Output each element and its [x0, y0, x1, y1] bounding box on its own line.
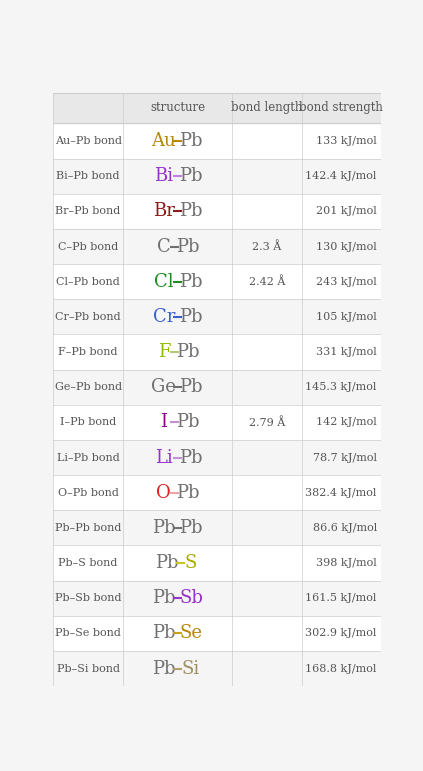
Text: Pb: Pb	[179, 167, 203, 185]
Bar	[53, 335, 381, 369]
Text: bond length: bond length	[231, 102, 302, 114]
Text: Pb: Pb	[179, 519, 203, 537]
Text: Pb: Pb	[152, 660, 176, 678]
Text: F–Pb bond: F–Pb bond	[58, 347, 118, 357]
Text: 130 kJ/mol: 130 kJ/mol	[316, 241, 377, 251]
Text: Bi: Bi	[154, 167, 173, 185]
Text: Pb: Pb	[155, 554, 179, 572]
Text: Sb: Sb	[179, 589, 203, 608]
Text: Pb: Pb	[179, 132, 203, 150]
Text: Cr: Cr	[153, 308, 175, 326]
Text: 331 kJ/mol: 331 kJ/mol	[316, 347, 377, 357]
Text: Ge: Ge	[151, 379, 176, 396]
Text: C: C	[157, 237, 171, 255]
Text: 78.7 kJ/mol: 78.7 kJ/mol	[313, 453, 377, 463]
Text: Li–Pb bond: Li–Pb bond	[57, 453, 119, 463]
Text: Au: Au	[151, 132, 176, 150]
Text: 142.4 kJ/mol: 142.4 kJ/mol	[305, 171, 377, 181]
Bar	[53, 299, 381, 335]
Text: 105 kJ/mol: 105 kJ/mol	[316, 311, 377, 322]
Text: Li: Li	[155, 449, 173, 466]
Text: 133 kJ/mol: 133 kJ/mol	[316, 136, 377, 146]
Text: Pb–Si bond: Pb–Si bond	[57, 664, 120, 674]
Text: Pb: Pb	[176, 237, 200, 255]
Text: 302.9 kJ/mol: 302.9 kJ/mol	[305, 628, 377, 638]
Bar	[53, 510, 381, 546]
Text: Se: Se	[179, 625, 203, 642]
Text: 2.42 Å: 2.42 Å	[249, 276, 285, 287]
Text: Pb: Pb	[176, 483, 200, 502]
Bar	[53, 159, 381, 194]
Bar	[53, 93, 381, 123]
Text: I: I	[160, 413, 168, 432]
Bar	[53, 369, 381, 405]
Text: Au–Pb bond: Au–Pb bond	[55, 136, 122, 146]
Bar	[53, 616, 381, 651]
Text: Pb: Pb	[179, 202, 203, 221]
Text: 161.5 kJ/mol: 161.5 kJ/mol	[305, 593, 377, 603]
Bar	[53, 405, 381, 440]
Text: Pb: Pb	[179, 273, 203, 291]
Text: Ge–Pb bond: Ge–Pb bond	[55, 382, 122, 392]
Bar	[53, 264, 381, 299]
Text: Pb: Pb	[176, 413, 200, 432]
Text: Br: Br	[153, 202, 175, 221]
Bar	[53, 194, 381, 229]
Text: F: F	[158, 343, 170, 361]
Bar	[53, 475, 381, 510]
Text: 2.3 Å: 2.3 Å	[252, 241, 281, 252]
Text: Pb: Pb	[152, 589, 176, 608]
Text: 2.79 Å: 2.79 Å	[249, 417, 285, 428]
Text: Pb: Pb	[152, 519, 176, 537]
Bar	[53, 546, 381, 581]
Bar	[53, 651, 381, 686]
Bar	[53, 581, 381, 616]
Text: O–Pb bond: O–Pb bond	[58, 488, 118, 498]
Text: Pb: Pb	[179, 449, 203, 466]
Text: Pb–Sb bond: Pb–Sb bond	[55, 593, 121, 603]
Text: Pb: Pb	[179, 379, 203, 396]
Text: structure: structure	[150, 102, 205, 114]
Text: 142 kJ/mol: 142 kJ/mol	[316, 417, 377, 427]
Text: Pb: Pb	[152, 625, 176, 642]
Text: 145.3 kJ/mol: 145.3 kJ/mol	[305, 382, 377, 392]
Text: 243 kJ/mol: 243 kJ/mol	[316, 277, 377, 287]
Text: Pb: Pb	[176, 343, 200, 361]
Text: Bi–Pb bond: Bi–Pb bond	[56, 171, 120, 181]
Text: S: S	[185, 554, 197, 572]
Text: Cl–Pb bond: Cl–Pb bond	[56, 277, 120, 287]
Text: Pb–S bond: Pb–S bond	[58, 558, 118, 568]
Text: 382.4 kJ/mol: 382.4 kJ/mol	[305, 488, 377, 498]
Text: 201 kJ/mol: 201 kJ/mol	[316, 207, 377, 217]
Text: 398 kJ/mol: 398 kJ/mol	[316, 558, 377, 568]
Text: Pb–Pb bond: Pb–Pb bond	[55, 523, 121, 533]
Text: Br–Pb bond: Br–Pb bond	[55, 207, 121, 217]
Bar	[53, 123, 381, 159]
Text: I–Pb bond: I–Pb bond	[60, 417, 116, 427]
Text: O: O	[157, 483, 171, 502]
Text: Cl: Cl	[154, 273, 174, 291]
Text: Pb–Se bond: Pb–Se bond	[55, 628, 121, 638]
Text: Si: Si	[182, 660, 200, 678]
Text: Pb: Pb	[179, 308, 203, 326]
Text: 168.8 kJ/mol: 168.8 kJ/mol	[305, 664, 377, 674]
Bar	[53, 440, 381, 475]
Text: Cr–Pb bond: Cr–Pb bond	[55, 311, 121, 322]
Bar	[53, 229, 381, 264]
Text: 86.6 kJ/mol: 86.6 kJ/mol	[313, 523, 377, 533]
Text: bond strength: bond strength	[299, 102, 383, 114]
Text: C–Pb bond: C–Pb bond	[58, 241, 118, 251]
